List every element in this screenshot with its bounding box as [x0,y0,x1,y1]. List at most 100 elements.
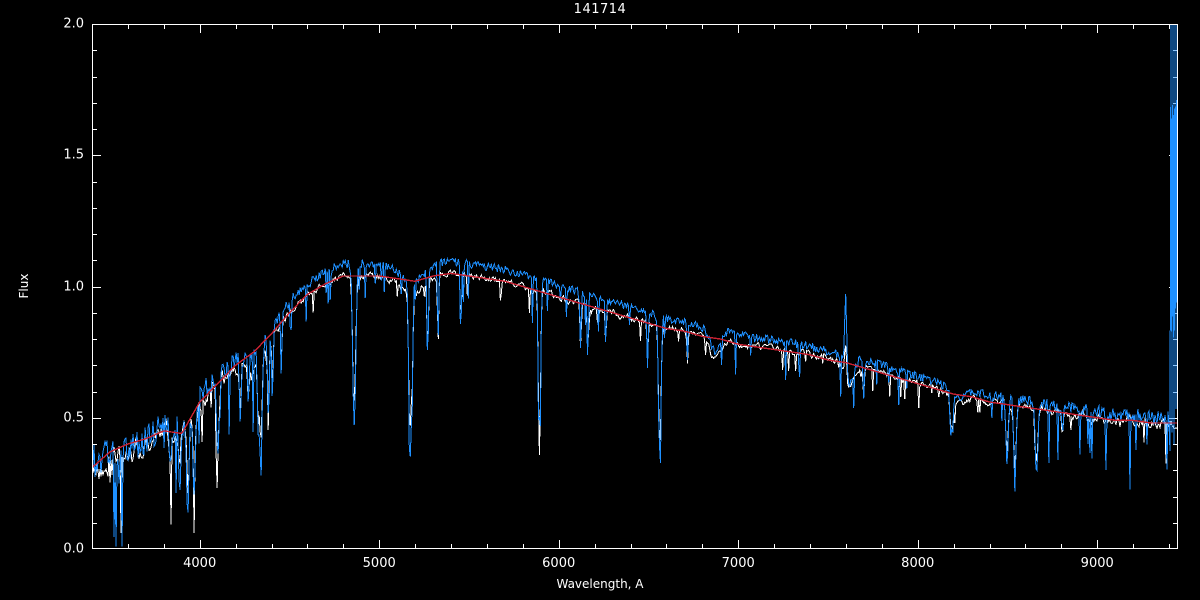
y-minor-tick [92,129,97,130]
model-spectrum-trace [92,24,1178,547]
y-axis-title: Flux [17,273,31,299]
x-tick-label: 5000 [362,556,396,571]
x-minor-tick [451,544,452,549]
x-minor-tick [1025,544,1026,549]
x-major-tick [200,540,201,549]
y-minor-tick-right [1173,497,1178,498]
x-major-tick-top [200,24,201,33]
x-minor-tick [954,544,955,549]
x-minor-tick-top [451,24,452,29]
x-minor-tick-top [774,24,775,29]
x-minor-tick [631,544,632,549]
x-minor-tick-top [1025,24,1026,29]
x-minor-tick [1133,544,1134,549]
x-major-tick-top [738,24,739,33]
x-minor-tick-top [487,24,488,29]
y-major-tick [92,155,101,156]
x-minor-tick-top [631,24,632,29]
x-minor-tick [307,544,308,549]
y-tick-label: 1.5 [63,147,84,163]
x-minor-tick-top [990,24,991,29]
observed-spectrum-trace [92,269,1178,534]
x-minor-tick-top [1061,24,1062,29]
y-minor-tick-right [1173,470,1178,471]
x-minor-tick-top [415,24,416,29]
x-minor-tick-top [595,24,596,29]
x-minor-tick-top [307,24,308,29]
x-major-tick-top [559,24,560,33]
x-minor-tick [595,544,596,549]
y-minor-tick [92,234,97,235]
x-minor-tick [810,544,811,549]
x-major-tick-top [1097,24,1098,33]
x-minor-tick-top [810,24,811,29]
y-minor-tick [92,50,97,51]
x-major-tick [379,540,380,549]
y-minor-tick-right [1173,444,1178,445]
x-major-tick [738,540,739,549]
x-tick-label: 8000 [901,556,935,571]
continuum-fit-trace [92,272,1178,469]
x-major-tick-top [379,24,380,33]
x-minor-tick-top [523,24,524,29]
x-minor-tick [1061,544,1062,549]
y-minor-tick-right [1173,523,1178,524]
x-minor-tick [164,544,165,549]
x-minor-tick-top [343,24,344,29]
y-tick-label: 1.0 [63,279,84,294]
x-minor-tick-top [954,24,955,29]
x-minor-tick [846,544,847,549]
x-major-tick [918,540,919,549]
x-minor-tick [236,544,237,549]
x-axis-title: Wavelength, A [556,577,644,591]
x-tick-label: 4000 [183,556,217,571]
x-minor-tick-top [164,24,165,29]
x-minor-tick-top [236,24,237,29]
x-minor-tick [990,544,991,549]
plot-area [92,24,1178,549]
y-minor-tick [92,208,97,209]
y-minor-tick [92,339,97,340]
x-minor-tick [774,544,775,549]
x-minor-tick-top [882,24,883,29]
x-minor-tick-top [1169,24,1170,29]
x-minor-tick [666,544,667,549]
y-minor-tick [92,365,97,366]
x-tick-label: 9000 [1080,556,1114,571]
y-major-tick [92,287,101,288]
y-minor-tick [92,182,97,183]
x-major-tick-top [918,24,919,33]
x-minor-tick [128,544,129,549]
x-major-tick [559,540,560,549]
x-minor-tick-top [272,24,273,29]
y-tick-label: 2.0 [63,16,84,32]
y-minor-tick [92,77,97,78]
x-minor-tick [882,544,883,549]
x-minor-tick-top [702,24,703,29]
spectrum-curves [92,24,1178,549]
y-minor-tick [92,497,97,498]
x-tick-label: 7000 [721,556,755,571]
x-minor-tick-top [128,24,129,29]
plot-title: 141714 [573,2,627,17]
y-minor-tick [92,444,97,445]
y-minor-tick [92,313,97,314]
x-major-tick [1097,540,1098,549]
y-minor-tick [92,260,97,261]
x-minor-tick [343,544,344,549]
y-major-tick [92,418,101,419]
x-minor-tick [1169,544,1170,549]
x-tick-label: 6000 [542,556,576,571]
x-minor-tick [487,544,488,549]
y-minor-tick [92,523,97,524]
x-minor-tick [272,544,273,549]
y-tick-label: 0.0 [63,541,84,557]
x-minor-tick-top [846,24,847,29]
x-minor-tick [415,544,416,549]
y-minor-tick [92,103,97,104]
x-minor-tick [702,544,703,549]
x-minor-tick-top [666,24,667,29]
y-minor-tick [92,392,97,393]
x-minor-tick-top [1133,24,1134,29]
